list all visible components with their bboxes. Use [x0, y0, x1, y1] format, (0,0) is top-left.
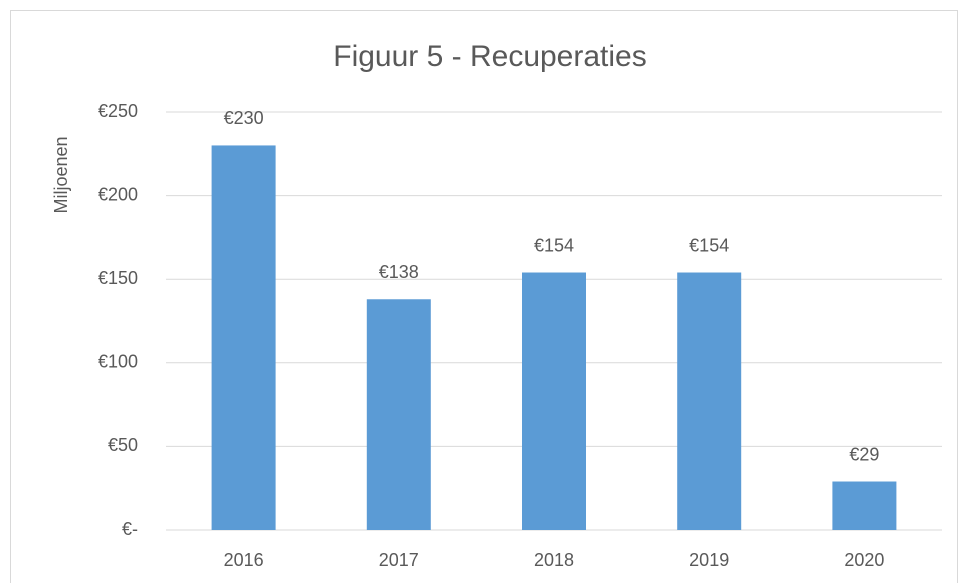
- x-tick-label: 2017: [379, 550, 419, 570]
- bar: [366, 299, 431, 530]
- bar: [677, 272, 742, 530]
- y-tick-label: €100: [98, 352, 138, 372]
- y-tick-label: €200: [98, 184, 138, 204]
- x-tick-label: 2019: [689, 550, 729, 570]
- y-axis-label: Miljoenen: [51, 136, 71, 213]
- x-tick-label: 2020: [844, 550, 884, 570]
- value-label: €154: [689, 235, 729, 255]
- y-tick-label: €150: [98, 268, 138, 288]
- x-tick-label: 2016: [224, 550, 264, 570]
- chart-title: Figuur 5 - Recuperaties: [333, 40, 646, 73]
- bar: [832, 481, 897, 530]
- y-tick-label: €50: [108, 435, 138, 455]
- value-label: €138: [379, 262, 419, 282]
- value-label: €230: [224, 108, 264, 128]
- bar: [211, 145, 276, 530]
- y-tick-label: €-: [122, 519, 138, 539]
- y-tick-label: €250: [98, 101, 138, 121]
- value-label: €154: [534, 235, 574, 255]
- value-label: €29: [849, 444, 879, 464]
- x-tick-label: 2018: [534, 550, 574, 570]
- bar: [522, 272, 586, 530]
- chart-border: [10, 10, 958, 583]
